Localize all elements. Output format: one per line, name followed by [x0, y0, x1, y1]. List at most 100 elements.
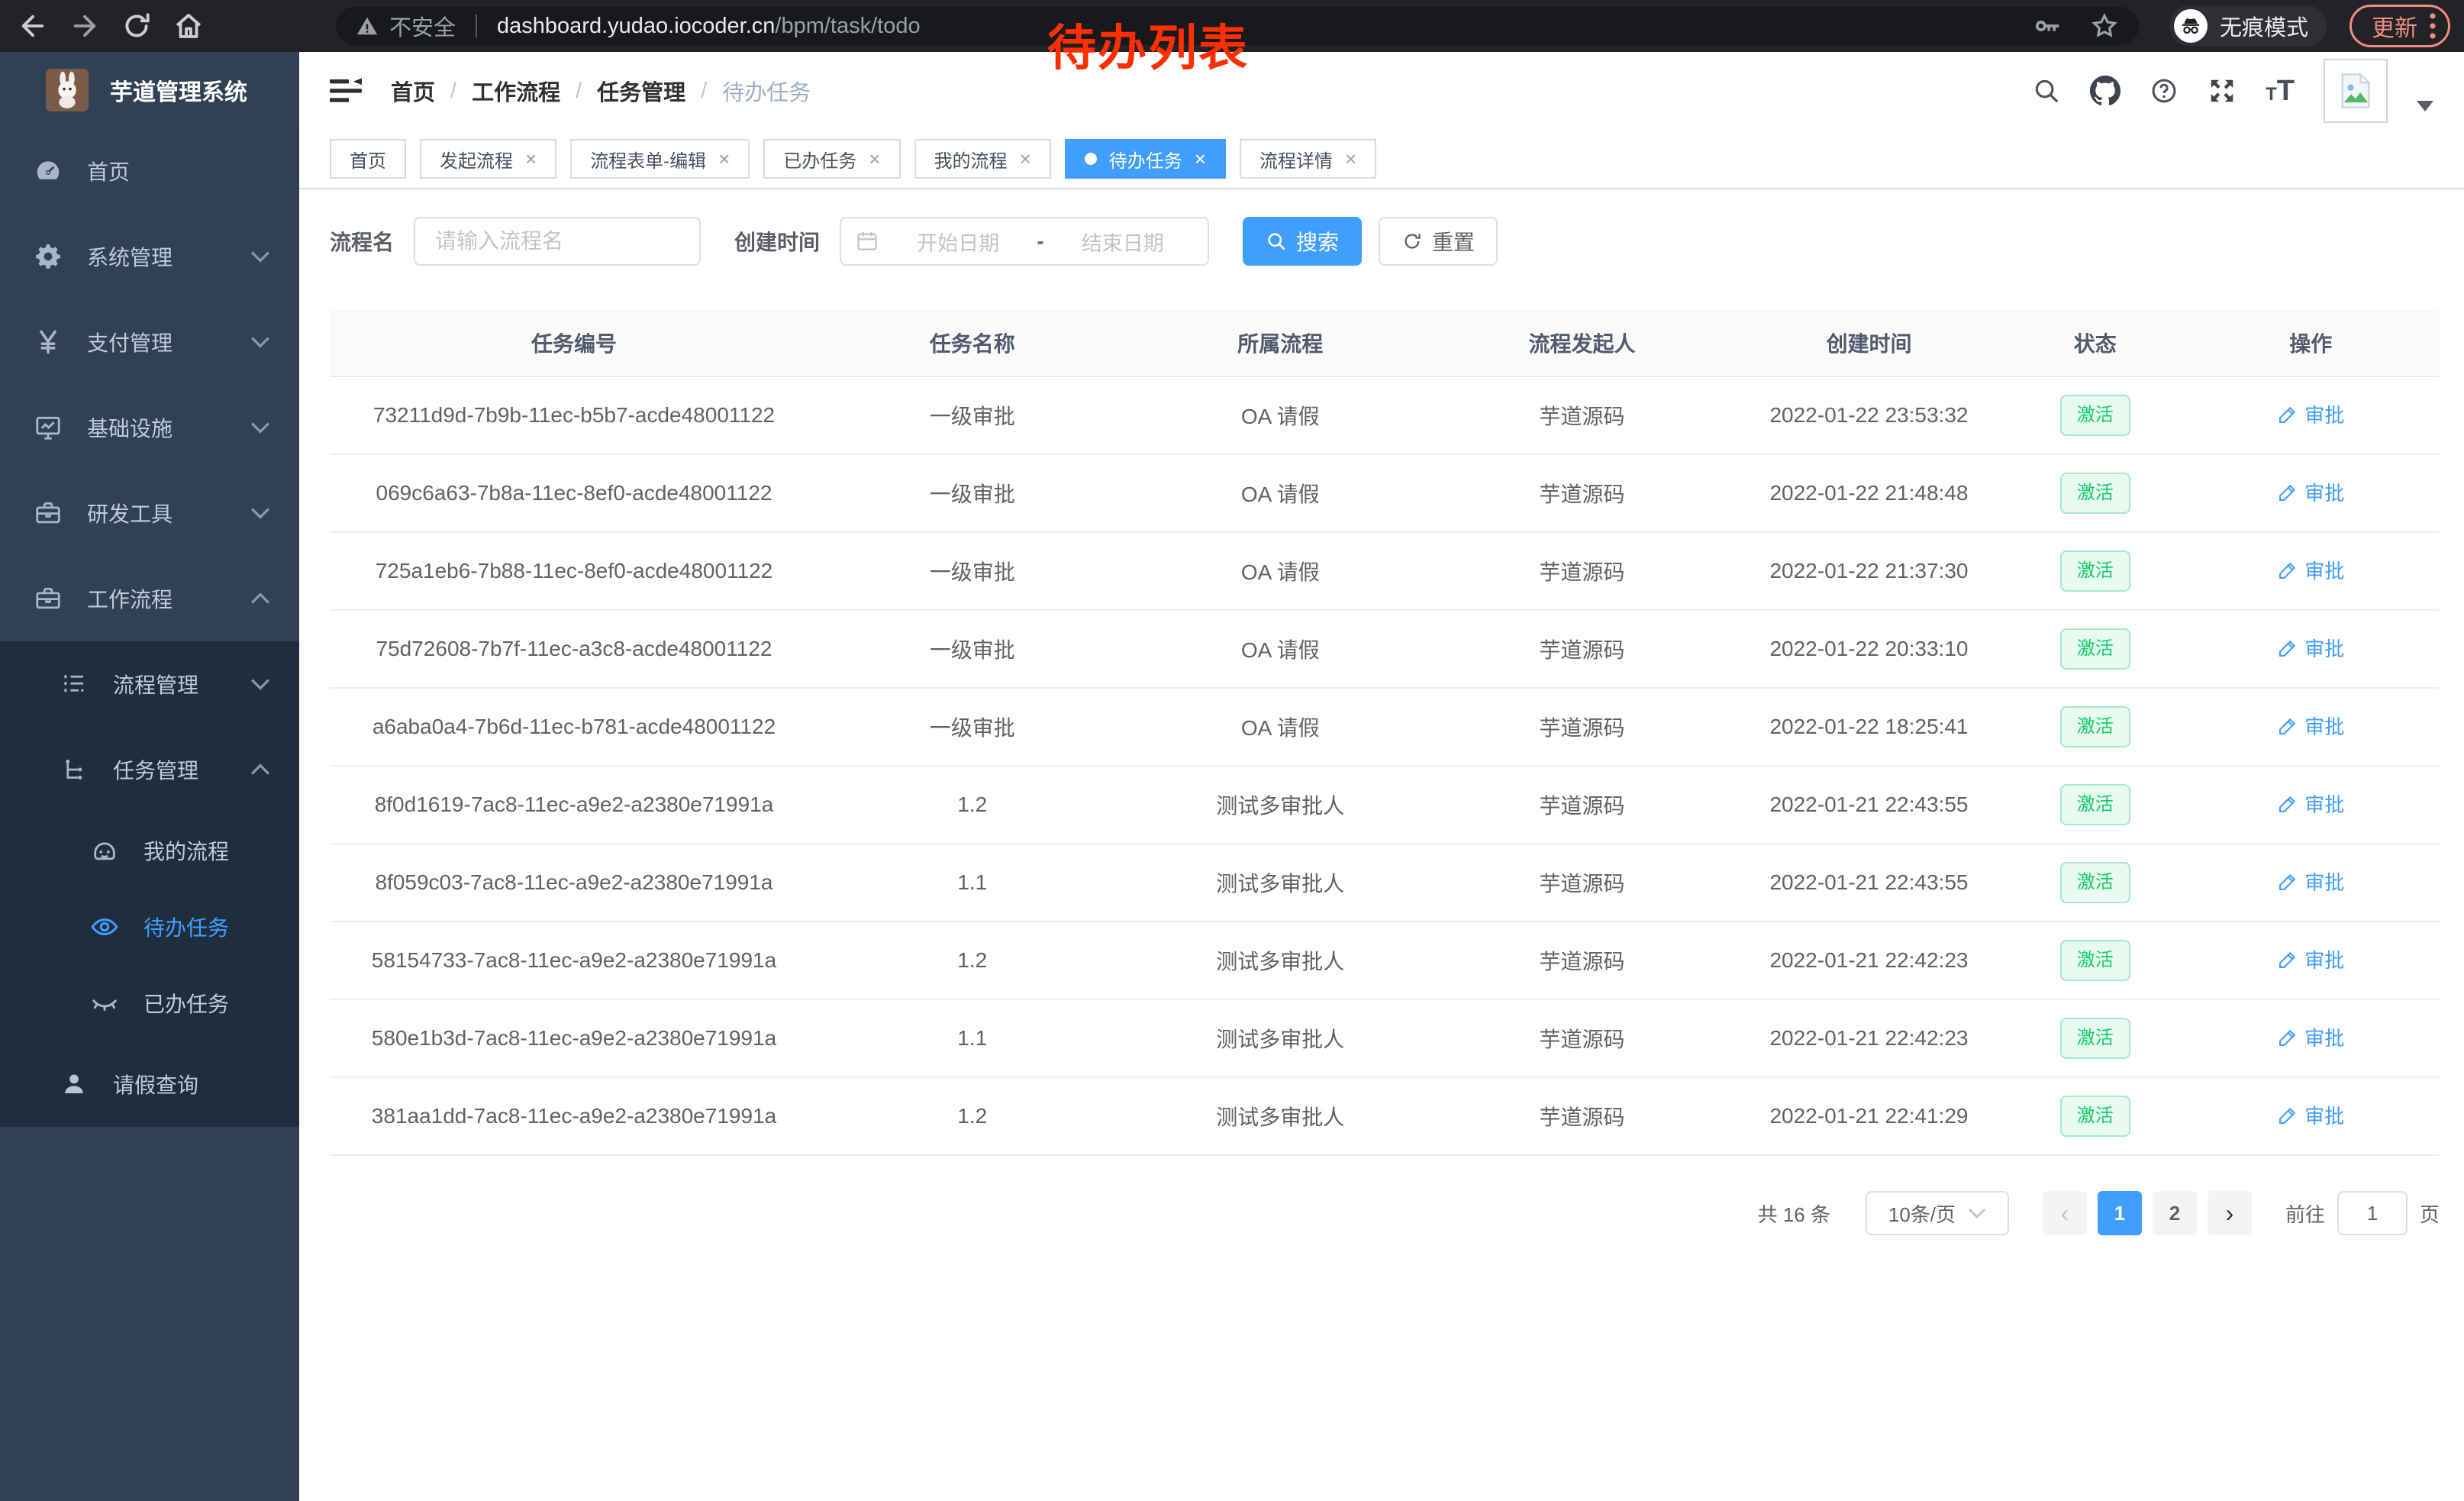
sidebar-item-done-task[interactable]: 已办任务 — [0, 965, 299, 1041]
create-time: 2022-01-21 22:43:55 — [1729, 844, 2008, 922]
back-icon[interactable] — [15, 8, 50, 44]
tab-label: 我的流程 — [934, 150, 1008, 172]
breadcrumb-item[interactable]: 首页 — [391, 81, 436, 105]
approve-button[interactable]: 审批 — [2277, 400, 2344, 428]
dashboard-icon — [32, 157, 64, 186]
approve-button[interactable]: 审批 — [2277, 945, 2344, 973]
sidebar-item-task-mgmt[interactable]: 任务管理 — [0, 727, 299, 812]
task-id: 069c6a63-7b8a-11ec-8ef0-acde48001122 — [330, 454, 818, 533]
tab-process-detail[interactable]: 流程详情 × — [1239, 139, 1377, 179]
pencil-icon — [2277, 793, 2298, 815]
menu-dots-icon[interactable] — [2428, 12, 2437, 40]
approve-button[interactable]: 审批 — [2277, 1023, 2344, 1051]
task-id: 58154733-7ac8-11ec-a9e2-a2380e71991a — [330, 922, 818, 1000]
sidebar-item-devtools[interactable]: 研发工具 — [0, 470, 299, 556]
tab-label: 待办任务 — [1108, 150, 1182, 172]
sidebar-item-system[interactable]: 系统管理 — [0, 214, 299, 299]
caret-down-icon[interactable] — [2417, 101, 2433, 111]
approve-button[interactable]: 审批 — [2277, 478, 2344, 506]
help-icon[interactable] — [2150, 76, 2179, 105]
breadcrumb-item[interactable]: 工作流程 — [472, 81, 561, 105]
close-icon[interactable]: × — [525, 147, 537, 170]
app-logo[interactable]: 芋道管理系统 — [0, 52, 299, 128]
table-row: a6aba0a4-7b6d-11ec-b781-acde48001122 一级审批… — [330, 688, 2440, 767]
tab-label: 已办任务 — [783, 150, 857, 172]
sidebar-item-payment[interactable]: 支付管理 — [0, 299, 299, 385]
search-button[interactable]: 搜索 — [1243, 217, 1363, 266]
sidebar-item-process-mgmt[interactable]: 流程管理 — [0, 641, 299, 727]
font-size-icon[interactable]: TT — [2266, 75, 2295, 107]
sidebar-item-label: 请假查询 — [113, 1073, 199, 1097]
pagination: 共 16 条 10条/页 ‹ 12 › 前往 页 — [330, 1191, 2440, 1235]
date-range-picker[interactable]: 开始日期 - 结束日期 — [840, 217, 1210, 266]
sidebar-item-label: 待办任务 — [144, 916, 230, 940]
sidebar-item-infra[interactable]: 基础设施 — [0, 385, 299, 470]
hamburger-icon[interactable] — [330, 77, 362, 105]
logo-rabbit-icon — [46, 69, 89, 111]
tab-home[interactable]: 首页 — [330, 139, 406, 179]
fullscreen-icon[interactable] — [2208, 76, 2237, 105]
page-button-2[interactable]: 2 — [2152, 1191, 2197, 1235]
close-icon[interactable]: × — [1019, 147, 1031, 170]
approve-button[interactable]: 审批 — [2277, 556, 2344, 584]
approve-button[interactable]: 审批 — [2277, 867, 2344, 896]
status-cell: 激活 — [2008, 1077, 2182, 1156]
tab-done-task[interactable]: 已办任务 × — [763, 139, 901, 179]
tab-todo-task[interactable]: 待办任务 × — [1064, 139, 1226, 179]
sidebar-item-leave-query[interactable]: 请假查询 — [0, 1041, 299, 1127]
close-icon[interactable]: × — [718, 147, 730, 170]
address-bar[interactable]: 不安全 dashboard.yudao.iocoder.cn/bpm/task/… — [336, 7, 2139, 45]
tab-form-edit[interactable]: 流程表单-编辑 × — [570, 139, 750, 179]
approve-button[interactable]: 审批 — [2277, 634, 2344, 662]
status-badge: 激活 — [2059, 1018, 2130, 1059]
total-count: 共 16 条 — [1757, 1202, 1830, 1226]
update-button[interactable]: 更新 — [2350, 5, 2450, 47]
bookmark-star-icon[interactable] — [2090, 11, 2119, 40]
chevron-down-icon — [250, 678, 270, 690]
reload-icon[interactable] — [119, 8, 154, 44]
status-cell: 激活 — [2008, 454, 2182, 533]
face-icon — [89, 836, 121, 865]
close-icon[interactable]: × — [1344, 147, 1357, 170]
next-page-button[interactable]: › — [2207, 1191, 2252, 1235]
sidebar-item-label: 工作流程 — [87, 588, 173, 612]
process-name-input[interactable] — [434, 228, 682, 254]
status-badge: 激活 — [2059, 395, 2130, 436]
github-icon[interactable] — [2090, 76, 2121, 106]
process-name: 测试多审批人 — [1126, 922, 1434, 1000]
home-icon[interactable] — [171, 8, 206, 44]
key-icon[interactable] — [2033, 11, 2062, 40]
action-cell: 审批 — [2182, 844, 2440, 922]
avatar[interactable] — [2324, 59, 2388, 123]
approve-button[interactable]: 审批 — [2277, 712, 2344, 740]
status-cell: 激活 — [2008, 766, 2182, 844]
sidebar-item-todo-task[interactable]: 待办任务 — [0, 889, 299, 965]
start-date-placeholder[interactable]: 开始日期 — [917, 231, 1000, 255]
task-name: 一级审批 — [818, 688, 1127, 767]
approve-button[interactable]: 审批 — [2277, 789, 2344, 818]
tab-start-process[interactable]: 发起流程 × — [420, 139, 557, 179]
sidebar-item-home[interactable]: 首页 — [0, 128, 299, 214]
breadcrumb-item[interactable]: 任务管理 — [597, 81, 686, 105]
create-time: 2022-01-21 22:41:29 — [1729, 1077, 2008, 1156]
top-navbar: 首页 / 工作流程 / 任务管理 / 待办任务 TT — [299, 52, 2464, 130]
forward-icon[interactable] — [67, 8, 102, 44]
approve-button[interactable]: 审批 — [2277, 1101, 2344, 1129]
task-name: 一级审批 — [818, 610, 1127, 689]
tab-my-process[interactable]: 我的流程 × — [914, 139, 1051, 179]
page-size-select[interactable]: 10条/页 — [1865, 1191, 2009, 1235]
prev-page-button[interactable]: ‹ — [2042, 1191, 2087, 1235]
sidebar-item-my-process[interactable]: 我的流程 — [0, 812, 299, 889]
close-icon[interactable]: × — [869, 147, 881, 170]
chevron-down-icon — [250, 507, 270, 519]
end-date-placeholder[interactable]: 结束日期 — [1081, 231, 1164, 255]
reset-button[interactable]: 重置 — [1379, 217, 1498, 266]
page-button-1[interactable]: 1 — [2097, 1191, 2142, 1235]
sidebar-item-workflow[interactable]: 工作流程 — [0, 556, 299, 641]
status-badge: 激活 — [2059, 784, 2130, 825]
close-icon[interactable]: × — [1194, 147, 1206, 170]
breadcrumb: 首页 / 工作流程 / 任务管理 / 待办任务 — [391, 75, 811, 107]
sidebar-menu: 首页 系统管理 支付管理 基础设施 研发工具工作流程 — [0, 128, 299, 641]
goto-page-input[interactable] — [2337, 1191, 2408, 1235]
search-icon[interactable] — [2032, 76, 2061, 105]
